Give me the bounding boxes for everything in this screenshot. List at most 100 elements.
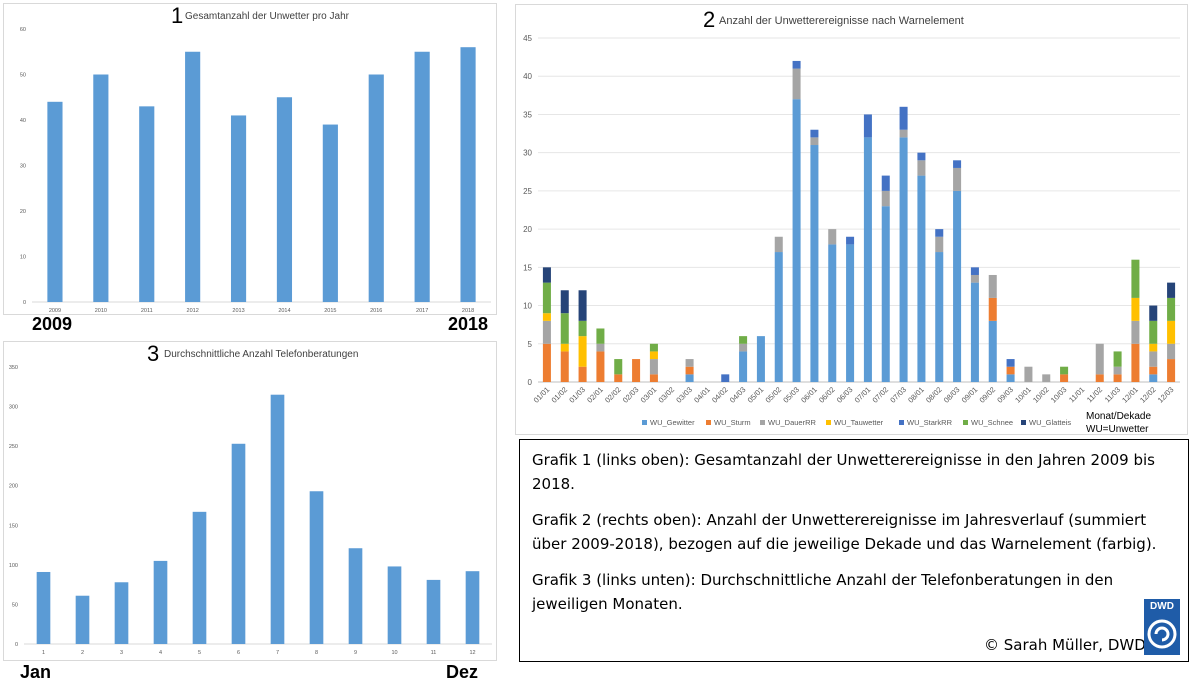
- chart2-title: Anzahl der Unwetterereignisse nach Warne…: [719, 15, 964, 27]
- chart2-ytick-3: 15: [523, 263, 532, 272]
- chart2-bar-35-s1: [1167, 359, 1176, 382]
- chart2-bar-13-s2: [774, 236, 783, 253]
- chart2-bar-33-s1: [1131, 343, 1140, 382]
- chart2-bar-25-s1: [988, 297, 997, 321]
- chart1-xtick-9: 2018: [462, 308, 474, 314]
- chart3-ytick-1: 50: [12, 602, 18, 608]
- chart1-bar-8: [414, 51, 430, 302]
- chart2-xtick-0: 01/01: [532, 385, 552, 405]
- chart1-bar-3: [185, 51, 201, 302]
- chart1-xtick-2: 2011: [141, 308, 153, 314]
- chart2-ytick-2: 10: [523, 302, 532, 311]
- chart2-bar-2-s1: [578, 366, 587, 382]
- chart2-bar-8-s2: [685, 359, 694, 367]
- chart2-bar-18-s4: [863, 114, 872, 138]
- chart3-bar-6: [270, 394, 285, 644]
- chart1-xtick-7: 2016: [370, 308, 382, 314]
- chart1-ytick-3: 30: [20, 164, 26, 170]
- chart3-xtick-11: 12: [469, 650, 475, 656]
- chart2-bar-19-s0: [881, 206, 890, 382]
- chart3-title: Durchschnittliche Anzahl Telefonberatung…: [164, 349, 359, 360]
- chart2-bar-21-s0: [917, 175, 926, 382]
- chart2-bar-0-s5: [542, 282, 551, 314]
- chart2-bar-6-s2: [649, 359, 658, 375]
- chart1-title: Gesamtanzahl der Unwetter pro Jahr: [185, 11, 349, 22]
- chart3-xtick-5: 6: [237, 650, 240, 656]
- chart3-bar-1: [75, 595, 90, 644]
- chart3-bar-2: [114, 582, 129, 644]
- chart3-ytick-7: 350: [9, 365, 18, 371]
- chart3-xtick-10: 11: [431, 650, 437, 656]
- chart3-xtick-2: 3: [120, 650, 123, 656]
- chart2-bar-34-s2: [1149, 351, 1158, 367]
- chart2-bar-34-s3: [1149, 343, 1158, 352]
- chart1-svg: 0 10 20 30 40 50 60 2009 2010 2011 2012 2013 2014 201…: [20, 27, 491, 314]
- chart1-xtick-6: 2015: [324, 308, 336, 314]
- chart2-ytick-4: 20: [523, 225, 532, 234]
- chart2-bar-35-s5: [1167, 297, 1176, 321]
- chart2-bar-33-s2: [1131, 320, 1140, 344]
- chart2-xtick-3: 02/01: [585, 385, 605, 405]
- chart2-bar-11-s0: [739, 351, 748, 382]
- chart3-bar-11: [465, 571, 480, 644]
- chart2-panel: 0 5 10 15 20 25 30 35 40 45 01/01 01/02 01/03 02/01 02…: [515, 4, 1188, 435]
- caption-box: Grafik 1 (links oben): Gesamtanzahl der …: [519, 439, 1189, 662]
- chart2-bar-0-s6: [542, 267, 551, 283]
- chart1-panel: 0 10 20 30 40 50 60 2009 2010 2011 2012 2013 2014 201…: [3, 3, 497, 315]
- chart1-last-label: 2018: [448, 314, 489, 334]
- chart2-bar-23-s0: [953, 190, 962, 382]
- chart2-xtick-11: 04/03: [728, 385, 748, 405]
- chart2-xtick-1: 01/02: [550, 385, 570, 405]
- chart2-xtick-4: 02/02: [603, 385, 623, 405]
- chart2-xtick-25: 09/02: [978, 385, 998, 405]
- chart2-xtick-15: 06/01: [799, 385, 819, 405]
- chart2-bar-12-s0: [756, 336, 765, 382]
- chart3-xtick-3: 4: [159, 650, 162, 656]
- chart2-xtick-12: 05/01: [746, 385, 766, 405]
- chart2-xtick-35: 12/03: [1156, 385, 1176, 405]
- chart2-bar-6-s3: [649, 351, 658, 360]
- chart3-xtick-9: 10: [391, 650, 397, 656]
- chart2-bar-24-s2: [970, 274, 979, 283]
- chart1-bar-6: [322, 124, 338, 302]
- chart2-legend-swatch-5: [963, 420, 968, 425]
- chart2-bar-21-s4: [917, 152, 926, 161]
- chart3-bar-9: [387, 566, 402, 644]
- chart2-ytick-8: 40: [523, 72, 532, 81]
- chart2-legend-label-3: WU_Tauwetter: [834, 418, 884, 427]
- chart2-bar-34-s0: [1149, 374, 1158, 382]
- chart2-bar-17-s0: [846, 244, 855, 382]
- chart1-bar-2: [139, 106, 155, 302]
- chart2-bar-34-s1: [1149, 366, 1158, 375]
- chart2-bar-22-s4: [935, 229, 944, 237]
- chart2-bar-16-s2: [828, 229, 837, 245]
- chart2-bar-1-s3: [560, 343, 569, 352]
- chart2-legend-label-5: WU_Schnee: [971, 418, 1013, 427]
- chart2-bar-34-s6: [1149, 305, 1158, 321]
- chart2-xtick-27: 10/01: [1013, 385, 1033, 405]
- chart2-bar-19-s4: [881, 175, 890, 191]
- chart3-bar-10: [426, 579, 441, 644]
- chart2-legend-label-0: WU_Gewitter: [650, 418, 695, 427]
- chart2-xtick-9: 04/01: [692, 385, 712, 405]
- caption-paragraph-2: Grafik 2 (rechts oben): Anzahl der Unwet…: [532, 511, 1157, 553]
- chart3-ytick-2: 100: [9, 563, 18, 569]
- chart3-xtick-4: 5: [198, 650, 201, 656]
- chart2-bar-25-s0: [988, 320, 997, 382]
- chart2-bar-0-s3: [542, 313, 551, 321]
- chart2-bar-2-s5: [578, 320, 587, 337]
- chart2-xtick-28: 10/02: [1031, 385, 1051, 405]
- chart2-legend-swatch-1: [706, 420, 711, 425]
- dwd-logo-text: DWD: [1150, 601, 1174, 612]
- chart2-bar-1-s6: [560, 290, 569, 314]
- chart3-panel: 0 50 100 150 200 250 300 350 1 2 3 4 5 6 7 8 9 10 11 12: [3, 341, 497, 661]
- chart1-bar-0: [47, 101, 63, 302]
- chart2-bar-15-s0: [810, 145, 819, 382]
- chart3-bar-8: [348, 548, 363, 644]
- chart3-bar-3: [153, 560, 168, 644]
- chart2-bar-35-s6: [1167, 282, 1176, 298]
- chart2-xtick-16: 06/02: [817, 385, 837, 405]
- chart2-bar-6-s5: [649, 343, 658, 352]
- chart1-bar-1: [93, 74, 109, 302]
- chart2-xtick-10: 04/02: [710, 385, 730, 405]
